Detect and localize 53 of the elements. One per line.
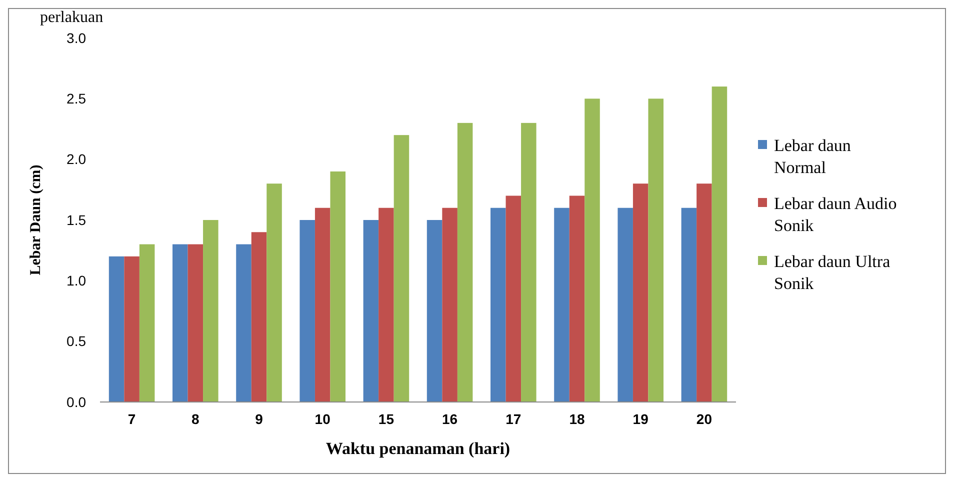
y-tick-label: 0.0 — [66, 394, 86, 410]
bar — [139, 244, 155, 402]
bar — [266, 184, 282, 402]
bar — [681, 208, 697, 402]
y-tick-label: 1.5 — [66, 212, 86, 228]
x-tick-label: 20 — [696, 411, 712, 427]
bar — [251, 232, 267, 402]
bar — [696, 184, 712, 402]
bar — [330, 171, 346, 402]
y-tick-label: 1.0 — [66, 272, 86, 289]
bar — [394, 135, 410, 402]
bar — [648, 98, 664, 402]
bar — [506, 196, 522, 402]
bar — [314, 208, 330, 402]
x-tick-label: 15 — [378, 411, 394, 427]
bar — [521, 122, 536, 402]
x-tick-label: 7 — [128, 411, 136, 427]
bar — [584, 98, 600, 402]
bar — [618, 208, 633, 402]
bar — [569, 196, 585, 402]
bar — [712, 86, 728, 402]
y-tick-label: 0.5 — [66, 333, 86, 350]
bar — [124, 256, 140, 402]
x-tick-label: 10 — [314, 411, 331, 427]
bar — [300, 220, 315, 402]
bar — [172, 244, 188, 402]
bar — [442, 208, 458, 402]
x-tick-label: 9 — [255, 411, 264, 427]
legend-label: Lebar daun Normal — [774, 136, 852, 177]
x-tick-label: 8 — [192, 411, 200, 427]
x-tick-label: 19 — [632, 411, 649, 427]
bar — [188, 244, 204, 402]
bar — [108, 256, 124, 402]
x-tick-label: 18 — [569, 411, 585, 427]
bar — [363, 220, 379, 402]
text: perlakuan — [40, 9, 104, 26]
bar — [554, 208, 570, 402]
x-tick-label: 16 — [442, 411, 458, 427]
bar — [203, 220, 218, 402]
bar — [457, 122, 473, 402]
y-tick-label: 2.5 — [66, 90, 86, 107]
legend-label: Lebar daun Ultra Sonik — [774, 252, 891, 293]
bar — [378, 208, 394, 402]
bar — [490, 208, 506, 402]
legend-label: Lebar daun Audio Sonik — [774, 194, 897, 235]
y-tick-label: 3.0 — [66, 30, 86, 46]
y-axis-title: Lebar Daun (cm) — [28, 164, 44, 276]
y-tick-label: 2.0 — [66, 151, 86, 168]
x-axis-title: Waktu penanaman (hari) — [326, 439, 510, 458]
x-tick-label: 17 — [506, 411, 522, 427]
bar — [426, 220, 442, 402]
bar — [236, 244, 252, 402]
bar — [632, 184, 648, 402]
